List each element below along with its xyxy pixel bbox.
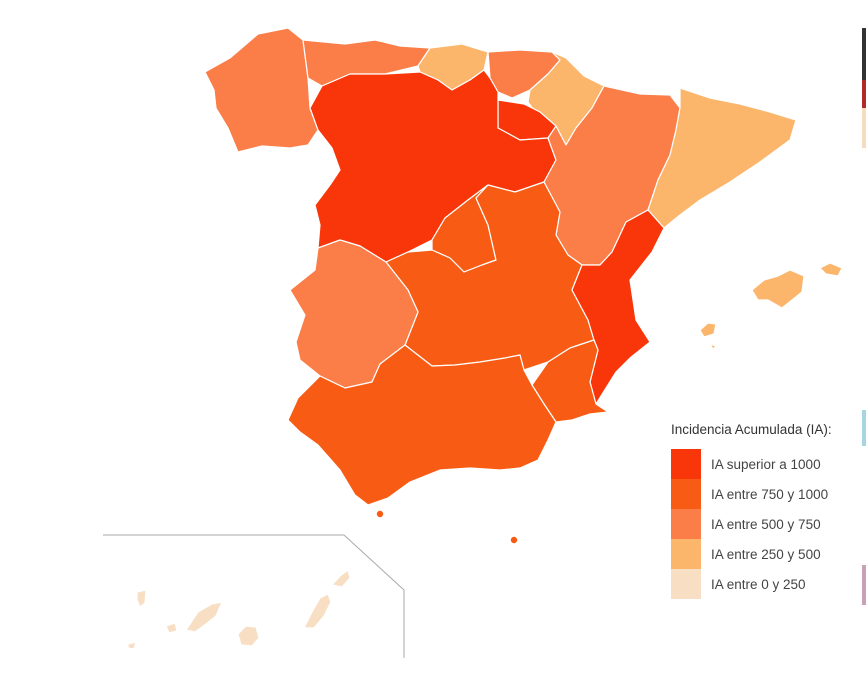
legend-swatch [671, 449, 701, 479]
island-ibiza[interactable]: Illes Balears [699, 322, 717, 338]
legend-item: IA entre 500 y 750 [671, 509, 832, 539]
legend-label: IA entre 0 y 250 [711, 576, 806, 592]
legend-label: IA entre 500 y 750 [711, 516, 821, 532]
legend-label: IA entre 750 y 1000 [711, 486, 829, 502]
legend-item: IA entre 0 y 250 [671, 569, 832, 599]
legend-label: IA superior a 1000 [711, 456, 821, 472]
region-galicia[interactable]: Galicia [204, 27, 319, 153]
region-comunitat-valenciana[interactable]: Comunitat Valenciana [571, 209, 665, 405]
island-lanzarote[interactable]: Canarias [331, 569, 351, 588]
legend-item: IA superior a 1000 [671, 449, 832, 479]
island-tenerife[interactable]: Canarias [185, 601, 223, 633]
region-cataluna[interactable]: Cataluña [647, 87, 797, 229]
legend-swatch [671, 509, 701, 539]
canary-islands-inset-border [103, 534, 405, 658]
island-fuerteventura[interactable]: Canarias [303, 593, 332, 629]
island-el-hierro[interactable]: Canarias [127, 641, 137, 650]
ceuta[interactable]: Ceuta [375, 509, 385, 519]
legend-swatch [671, 539, 701, 569]
right-edge-strip [862, 410, 866, 446]
right-edge-strip [862, 28, 866, 108]
legend: Incidencia Acumulada (IA): IA superior a… [671, 422, 832, 599]
legend-swatch [671, 569, 701, 599]
legend-title: Incidencia Acumulada (IA): [671, 422, 832, 437]
right-edge-strip [862, 108, 866, 148]
island-la-palma[interactable]: Canarias [136, 589, 147, 608]
island-gran-canaria[interactable]: Canarias [237, 625, 260, 647]
island-la-gomera[interactable]: Canarias [165, 622, 178, 634]
melilla[interactable]: Melilla [509, 535, 519, 545]
island-menorca[interactable]: Illes Balears [819, 262, 843, 277]
island-mallorca[interactable]: Illes Balears [751, 269, 805, 309]
right-edge-strip [862, 80, 866, 108]
legend-item: IA entre 250 y 500 [671, 539, 832, 569]
legend-label: IA entre 250 y 500 [711, 546, 821, 562]
right-edge-strip [862, 565, 866, 605]
legend-item: IA entre 750 y 1000 [671, 479, 832, 509]
legend-swatch [671, 479, 701, 509]
island-formentera[interactable]: Illes Balears [709, 343, 717, 350]
region-andalucia[interactable]: Andalucía [287, 344, 557, 506]
